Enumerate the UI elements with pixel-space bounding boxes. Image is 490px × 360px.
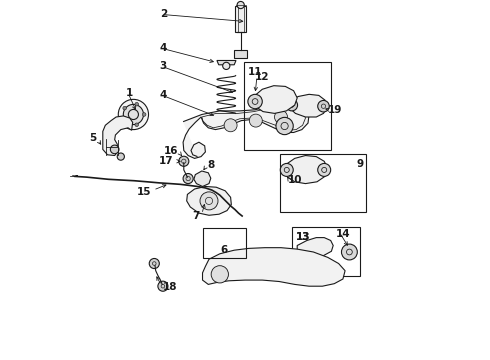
Text: 16: 16	[164, 146, 178, 156]
Circle shape	[248, 94, 262, 109]
Bar	[292, 227, 360, 276]
Circle shape	[158, 281, 168, 291]
Circle shape	[222, 62, 230, 69]
Circle shape	[276, 117, 293, 135]
Polygon shape	[297, 238, 333, 257]
Text: 7: 7	[193, 211, 200, 221]
Circle shape	[211, 266, 228, 283]
Circle shape	[135, 123, 139, 127]
Bar	[245, 62, 331, 150]
Circle shape	[286, 99, 297, 111]
Bar	[234, 50, 247, 58]
Text: 3: 3	[160, 61, 167, 71]
Text: 4: 4	[160, 90, 167, 100]
Polygon shape	[253, 86, 297, 113]
Bar	[280, 154, 366, 212]
Circle shape	[274, 111, 288, 123]
Circle shape	[123, 104, 144, 125]
Text: 15: 15	[137, 186, 151, 197]
Circle shape	[183, 174, 193, 184]
Circle shape	[224, 119, 237, 132]
Bar	[235, 6, 246, 32]
Polygon shape	[194, 171, 211, 186]
Polygon shape	[217, 60, 236, 65]
Polygon shape	[285, 156, 328, 184]
Circle shape	[237, 1, 245, 9]
Circle shape	[117, 153, 124, 160]
Circle shape	[118, 99, 148, 130]
Polygon shape	[288, 94, 327, 117]
Polygon shape	[202, 248, 345, 286]
Text: 8: 8	[207, 160, 215, 170]
Polygon shape	[103, 116, 133, 156]
Circle shape	[249, 114, 262, 127]
Text: 19: 19	[328, 105, 342, 115]
Circle shape	[200, 192, 218, 210]
Circle shape	[110, 145, 119, 154]
Text: 14: 14	[336, 229, 350, 239]
Circle shape	[318, 163, 331, 176]
Polygon shape	[217, 114, 236, 119]
Text: 9: 9	[357, 159, 364, 170]
Circle shape	[222, 116, 230, 123]
Text: 5: 5	[90, 132, 97, 143]
Bar	[202, 228, 245, 258]
Circle shape	[318, 100, 329, 112]
Circle shape	[123, 119, 126, 123]
Text: 12: 12	[255, 72, 270, 82]
Text: 13: 13	[295, 232, 310, 242]
Text: 13: 13	[295, 232, 310, 242]
Text: 11: 11	[248, 67, 262, 77]
Polygon shape	[187, 186, 231, 215]
Text: 2: 2	[160, 9, 167, 19]
Circle shape	[135, 102, 139, 106]
Circle shape	[342, 244, 357, 260]
Text: 1: 1	[126, 88, 133, 98]
Circle shape	[149, 258, 159, 269]
Text: 17: 17	[159, 156, 174, 166]
Polygon shape	[183, 103, 309, 158]
Circle shape	[179, 156, 189, 166]
Text: 10: 10	[288, 175, 302, 185]
Circle shape	[280, 163, 293, 176]
Text: 18: 18	[163, 282, 177, 292]
Circle shape	[123, 106, 126, 110]
Text: 4: 4	[160, 43, 167, 53]
Text: 6: 6	[220, 245, 228, 255]
Circle shape	[143, 113, 146, 116]
